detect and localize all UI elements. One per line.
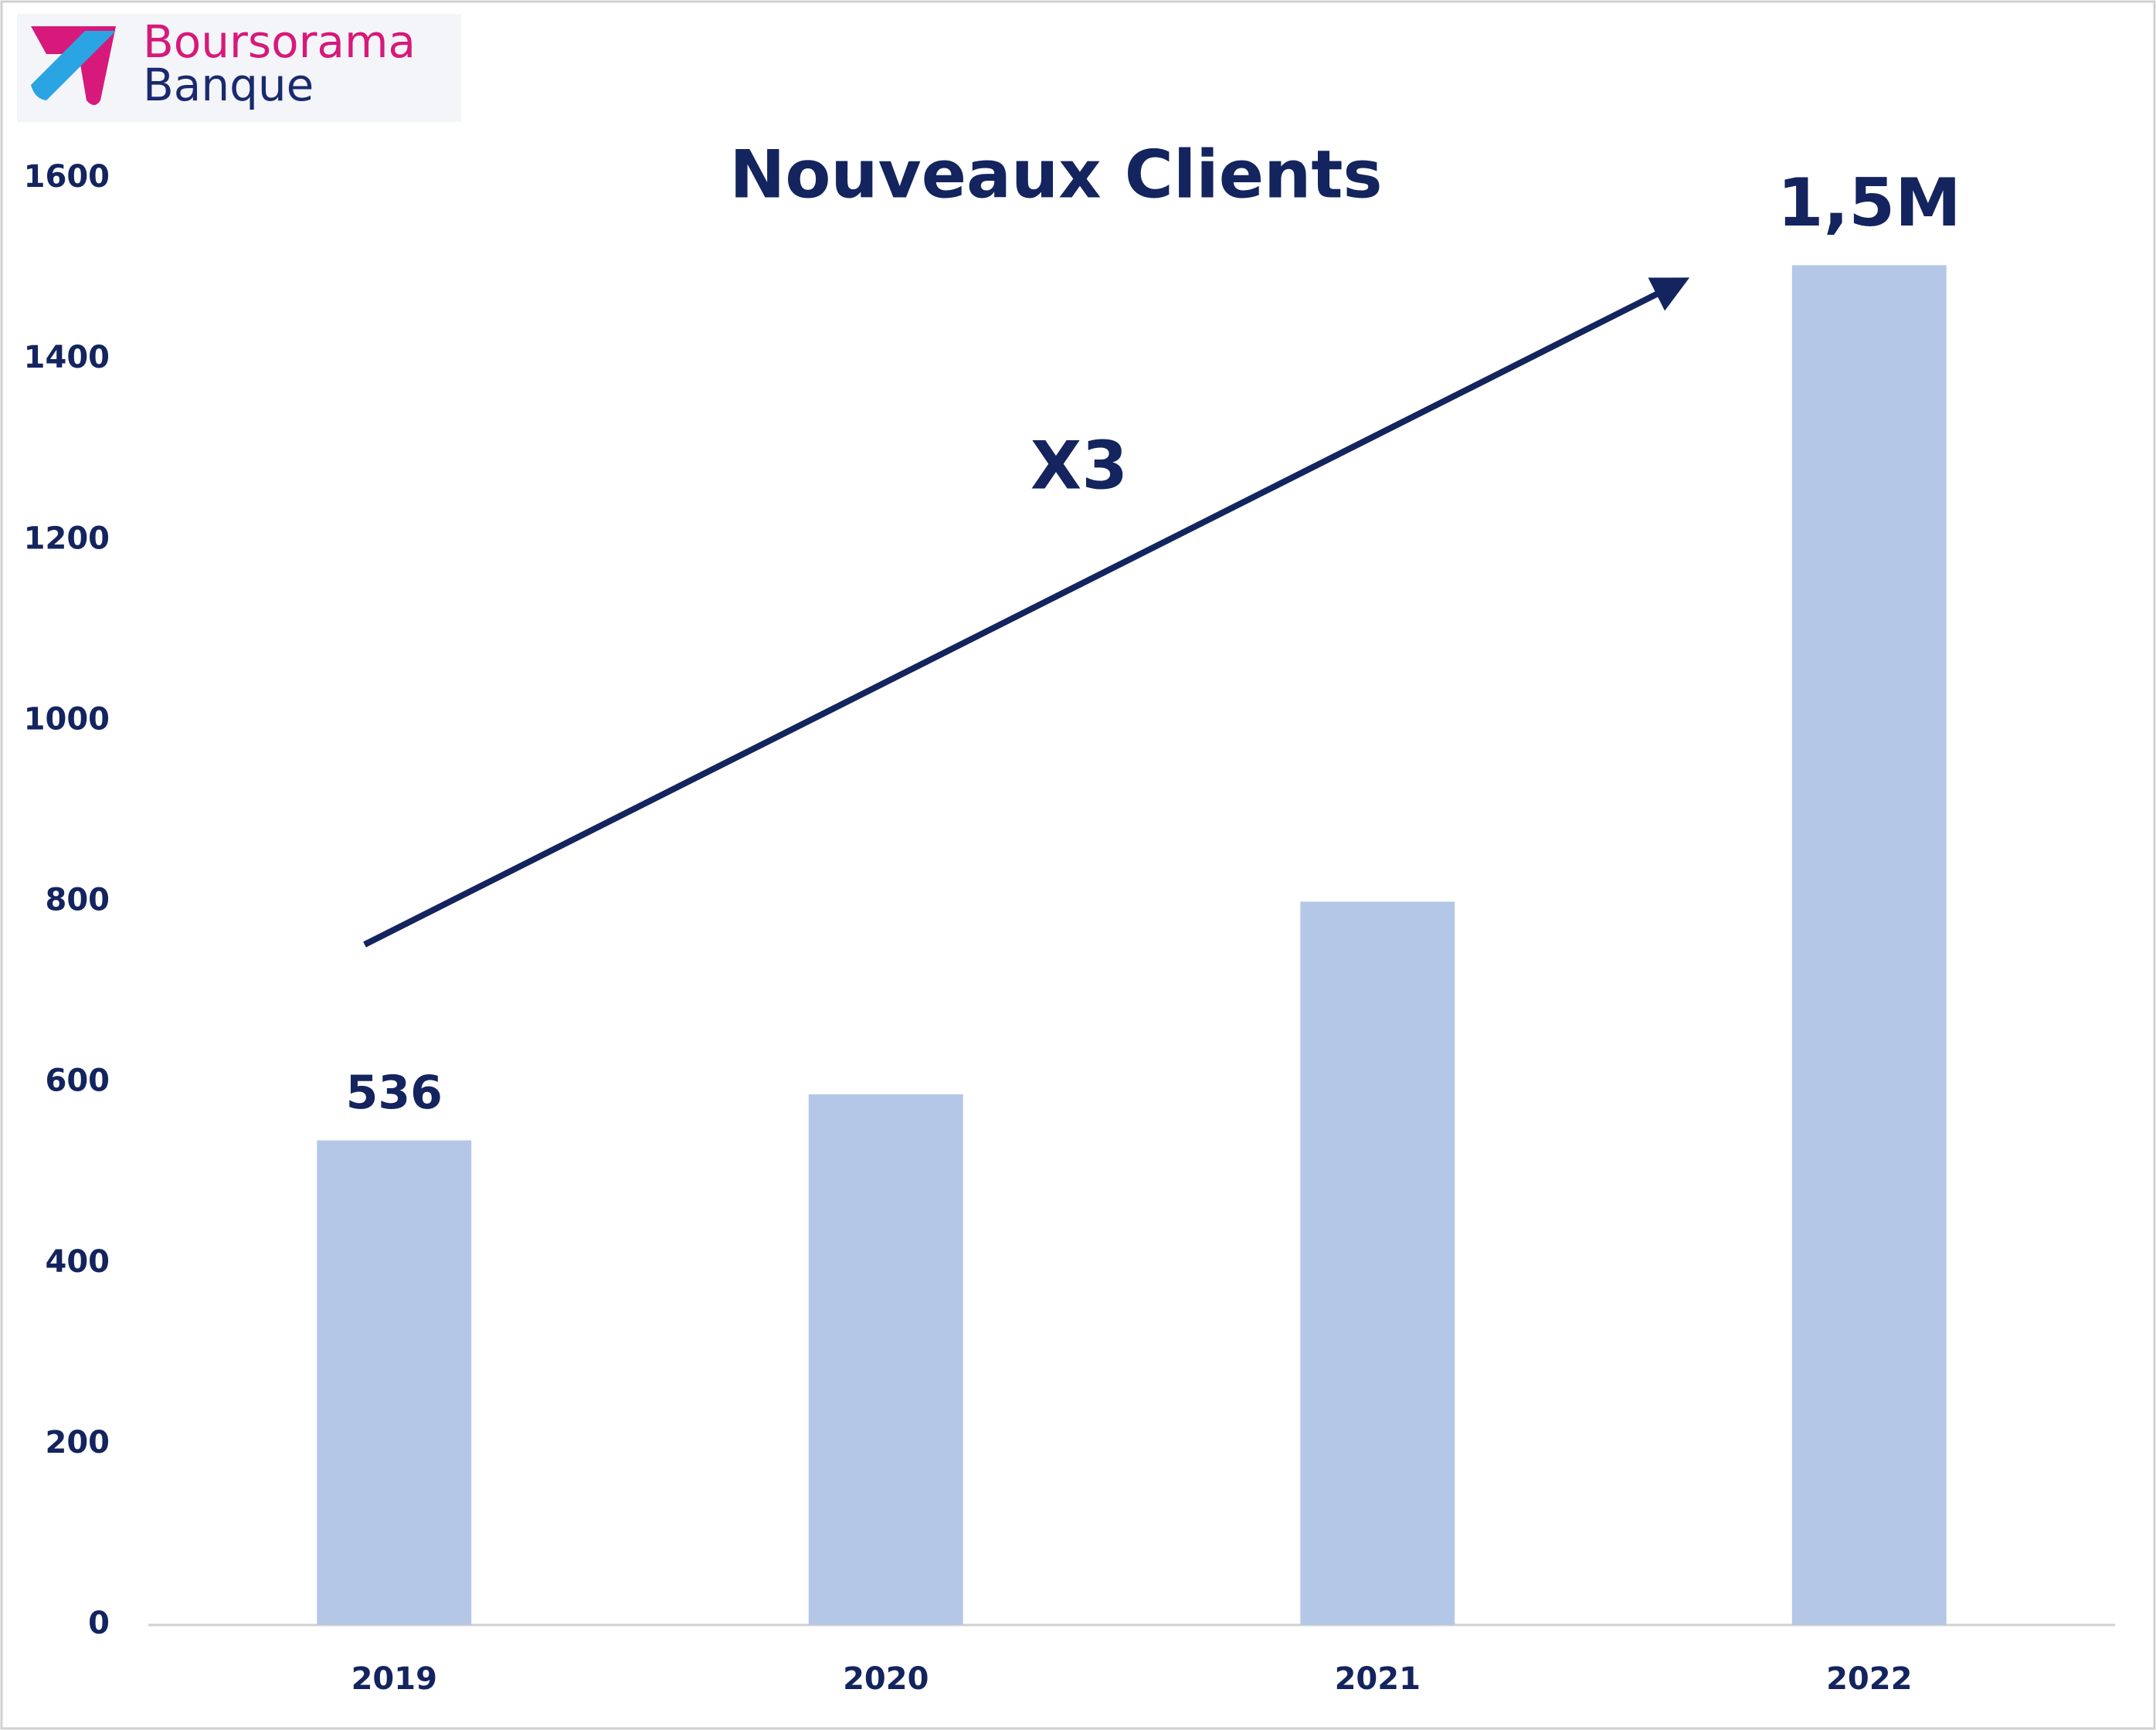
chart-title: Nouveaux Clients (729, 136, 1382, 213)
y-tick-label: 200 (46, 1425, 110, 1460)
annotation: X3 (1030, 427, 1128, 504)
bar (1791, 265, 1947, 1625)
x-tick-label: 2020 (843, 1661, 929, 1697)
y-tick-label: 1600 (24, 159, 110, 195)
logo: Boursorama Banque (17, 14, 461, 122)
y-tick-label: 800 (46, 883, 110, 918)
y-tick-label: 400 (46, 1244, 110, 1280)
y-tick-label: 1400 (24, 340, 110, 375)
x-tick-label: 2019 (351, 1661, 437, 1697)
y-tick-label: 1000 (24, 701, 110, 737)
bar (808, 1094, 963, 1625)
bar (1300, 901, 1455, 1625)
y-tick-label: 0 (88, 1606, 110, 1641)
y-tick-label: 1200 (24, 521, 110, 556)
y-tick-label: 600 (46, 1063, 110, 1099)
trend-arrow (363, 277, 1690, 948)
bar (317, 1140, 472, 1625)
x-tick-label: 2022 (1826, 1661, 1912, 1697)
brand-line1: Boursorama (143, 15, 416, 68)
value-label: 536 (346, 1066, 443, 1120)
logo-icon (31, 31, 116, 100)
value-label: 1,5M (1777, 165, 1961, 242)
brand-line2: Banque (143, 59, 314, 111)
x-tick-label: 2021 (1335, 1661, 1421, 1697)
